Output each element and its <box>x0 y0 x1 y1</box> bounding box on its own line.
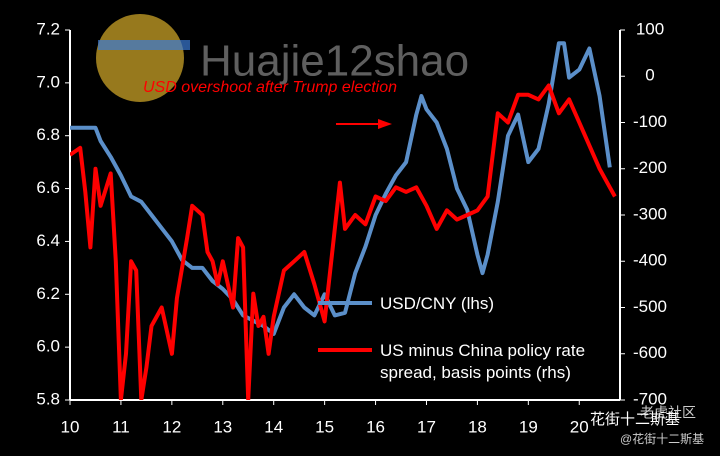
x-tick-label: 19 <box>519 417 538 436</box>
x-tick-label: 12 <box>162 417 181 436</box>
series-line <box>70 41 612 336</box>
x-tick-label: 18 <box>468 417 487 436</box>
y2-tick-label: 0 <box>645 66 654 85</box>
y2-tick-label: -200 <box>633 158 667 177</box>
watermark: Huajie12shao <box>200 37 469 86</box>
y-tick-label: 6.2 <box>36 284 60 303</box>
y-tick-label: 6.6 <box>36 178 60 197</box>
y2-tick-label: -300 <box>633 204 667 223</box>
y-tick-label: 7.0 <box>36 72 60 91</box>
arrow-head <box>378 119 392 129</box>
x-tick-label: 16 <box>366 417 385 436</box>
y-tick-label: 6.8 <box>36 125 60 144</box>
x-tick-label: 10 <box>61 417 80 436</box>
watermark: 老虎社区 <box>640 405 696 421</box>
x-tick-label: 13 <box>213 417 232 436</box>
watermark-logo <box>96 14 184 102</box>
y-tick-label: 7.2 <box>36 19 60 38</box>
x-tick-label: 11 <box>112 417 130 436</box>
x-tick-label: 14 <box>264 417 283 436</box>
watermark-logo-band <box>98 40 190 50</box>
y2-tick-label: -400 <box>633 251 667 270</box>
series-line <box>70 83 617 400</box>
y2-tick-label: -700 <box>633 389 667 408</box>
y2-tick-label: -100 <box>633 112 667 131</box>
legend-label: USD/CNY (lhs) <box>380 294 494 313</box>
y2-tick-label: 100 <box>636 19 664 38</box>
y2-tick-label: -600 <box>633 343 667 362</box>
x-tick-label: 20 <box>570 417 589 436</box>
x-tick-label: 15 <box>315 417 334 436</box>
legend-label: US minus China policy rate spread, basis… <box>380 341 586 382</box>
annotation: USD overshoot after Trump election <box>143 79 397 96</box>
watermark: @花街十二斯基 <box>620 431 704 446</box>
y-tick-label: 6.0 <box>36 337 60 356</box>
y2-tick-label: -500 <box>633 297 667 316</box>
y-tick-label: 5.8 <box>36 389 60 408</box>
y-tick-label: 6.4 <box>36 231 60 250</box>
watermark: 花街十二斯基 <box>590 411 680 428</box>
x-tick-label: 17 <box>417 417 436 436</box>
